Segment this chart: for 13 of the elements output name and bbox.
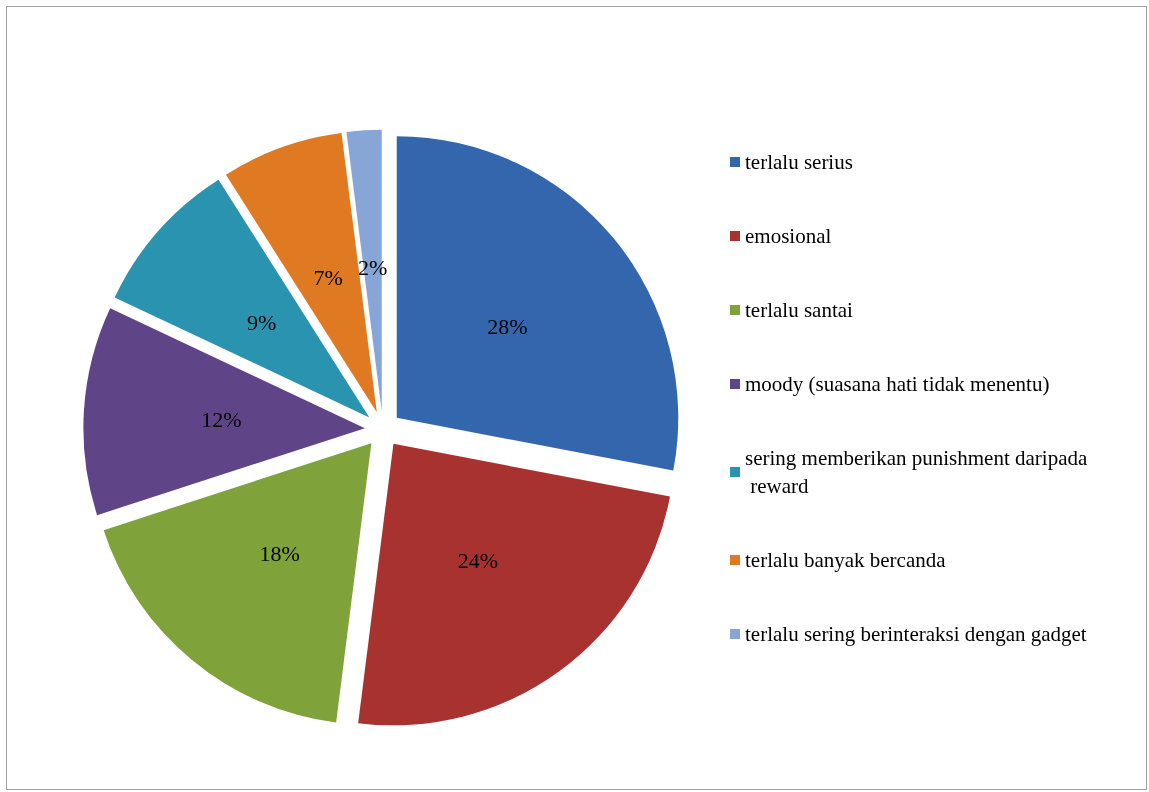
data-label: 24% [457,547,499,573]
data-label: 28% [487,313,528,339]
legend-label: sering memberikan punishment daripada reward [745,446,1088,498]
data-label: 7% [313,264,343,290]
legend-label: terlalu banyak bercanda [745,548,947,572]
legend-label: moody (suasana hati tidak menentu) [745,372,1050,396]
data-label: 18% [259,541,300,567]
data-label: 9% [246,309,277,335]
legend-label: terlalu santai [745,298,854,322]
legend-label: emosional [745,224,832,248]
legend-label: terlalu serius [745,150,853,174]
legend-label: terlalu sering berinteraksi dengan gadget [745,622,1087,646]
data-label: 12% [201,406,242,432]
